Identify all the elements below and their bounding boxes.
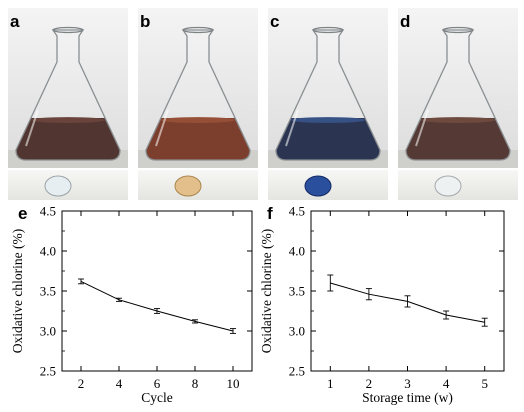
y-tick-label: 4.5 (40, 204, 56, 219)
plot-frame (310, 210, 505, 372)
flask-liquid (16, 118, 120, 160)
panel-label-e: e (18, 204, 27, 223)
photo-panel-b: b (138, 8, 258, 200)
plot-frame (61, 210, 253, 372)
flask-glass (275, 29, 381, 161)
flask-glass (15, 29, 121, 161)
flask-liquid (146, 118, 250, 160)
y-tick-label: 4.5 (289, 204, 305, 219)
x-tick-label: 3 (404, 376, 411, 391)
liquid-surface (420, 117, 496, 123)
chart-e: 2.5 3.0 3.5 4.0 4.5 2 4 6 8 10 Cycle Oxidative chlo… (10, 204, 253, 405)
photo-panel-d: d (398, 8, 518, 200)
flask-liquid (276, 118, 380, 160)
x-tick-label: 4 (116, 376, 123, 391)
y-tick-label: 4.0 (40, 244, 56, 259)
flask-rim (182, 26, 214, 34)
panel-label-b: b (140, 12, 150, 31)
y-tick-label: 2.5 (289, 364, 305, 379)
y-axis-title: Oxidative chlorine (%) (259, 229, 274, 353)
x-tick-label: 8 (192, 376, 199, 391)
x-tick-label: 1 (327, 376, 334, 391)
y-tick-label: 3.5 (40, 284, 56, 299)
y-tick-label: 3.5 (289, 284, 305, 299)
x-tick-label: 2 (366, 376, 373, 391)
y-tick-label: 2.5 (40, 364, 56, 379)
glass-reflection (25, 109, 39, 147)
panel-label-f: f (267, 204, 273, 223)
photo-panel-c: c (268, 8, 388, 200)
x-tick-label: 5 (481, 376, 488, 391)
flask-rim (312, 26, 344, 34)
photo-row: a b c d (8, 8, 518, 200)
x-tick-label: 4 (443, 376, 450, 391)
liquid-surface (160, 117, 236, 123)
x-tick-label: 10 (227, 376, 240, 391)
panel-label-c: c (270, 12, 279, 31)
flask-glass (405, 29, 511, 161)
liquid-surface (30, 117, 106, 123)
glass-reflection (155, 109, 169, 147)
glass-reflection (415, 109, 429, 147)
droplet (174, 175, 202, 197)
chart-f: 2.5 3.0 3.5 4.0 4.5 1 2 3 4 5 Storage time (w) Oxid… (259, 204, 505, 405)
liquid-surface (290, 117, 366, 123)
y-axis-title: Oxidative chlorine (%) (10, 229, 25, 353)
droplet (434, 175, 462, 197)
droplet (44, 175, 72, 197)
flask-liquid (406, 118, 510, 160)
y-tick-label: 3.0 (40, 324, 56, 339)
glass-reflection (285, 109, 299, 147)
x-axis-title: Storage time (w) (362, 390, 453, 405)
x-axis-title: Cycle (141, 390, 173, 405)
series-line (80, 280, 234, 332)
x-tick-label: 6 (154, 376, 161, 391)
flask-glass (145, 29, 251, 161)
y-tick-label: 4.0 (289, 244, 305, 259)
y-tick-label: 3.0 (289, 324, 305, 339)
flask-rim (52, 26, 84, 34)
photo-panel-a: a (8, 8, 128, 200)
panel-label-d: d (400, 12, 410, 31)
panel-label-a: a (10, 12, 20, 31)
flask-rim (442, 26, 474, 34)
x-tick-label: 2 (78, 376, 85, 391)
droplet (304, 175, 332, 197)
